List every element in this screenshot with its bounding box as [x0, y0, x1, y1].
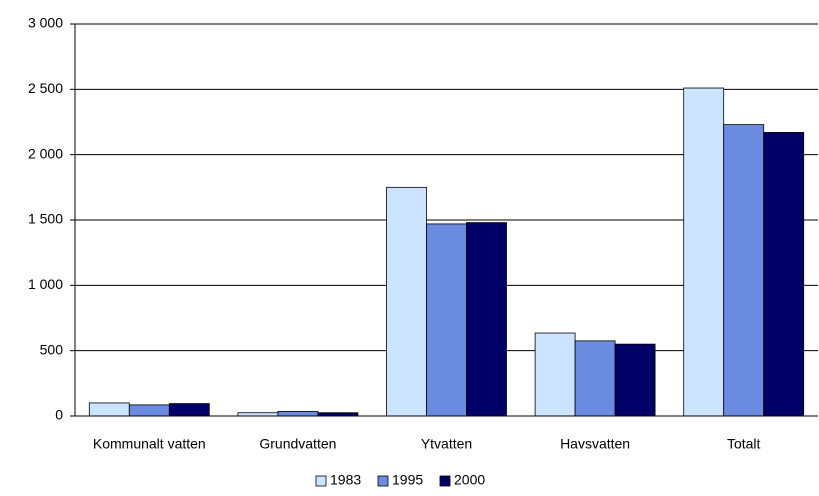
- bar: [88, 402, 130, 417]
- y-tick-label: 1 500: [28, 211, 63, 227]
- y-tick-label: 2 000: [28, 145, 63, 161]
- bar: [574, 340, 616, 417]
- x-tick-label: Grundvatten: [259, 436, 336, 452]
- bar: [534, 332, 576, 417]
- y-tick-label: 0: [55, 407, 63, 423]
- legend-label: 1983: [330, 472, 361, 488]
- x-tick-label: Ytvatten: [421, 436, 472, 452]
- y-tick-label: 500: [40, 341, 64, 357]
- x-tick-label: Totalt: [727, 436, 761, 452]
- legend-label: 2000: [454, 472, 485, 488]
- bar: [386, 186, 427, 417]
- bar: [128, 404, 170, 417]
- bar: [614, 343, 656, 417]
- x-tick-label: Kommunalt vatten: [93, 436, 206, 452]
- legend-label: 1995: [392, 472, 423, 488]
- bar: [683, 87, 725, 417]
- legend-swatch: [439, 475, 451, 487]
- y-tick-label: 1 000: [28, 276, 63, 292]
- legend-swatch: [315, 475, 327, 487]
- bar: [466, 222, 507, 417]
- x-tick-label: Havsvatten: [560, 436, 630, 452]
- bar: [168, 403, 210, 417]
- y-tick-label: 2 500: [28, 80, 63, 96]
- bar: [426, 223, 467, 417]
- legend-swatch: [377, 475, 389, 487]
- bar: [763, 132, 805, 417]
- y-tick-label: 3 000: [28, 15, 63, 31]
- bar: [723, 124, 765, 417]
- bar: [277, 411, 319, 417]
